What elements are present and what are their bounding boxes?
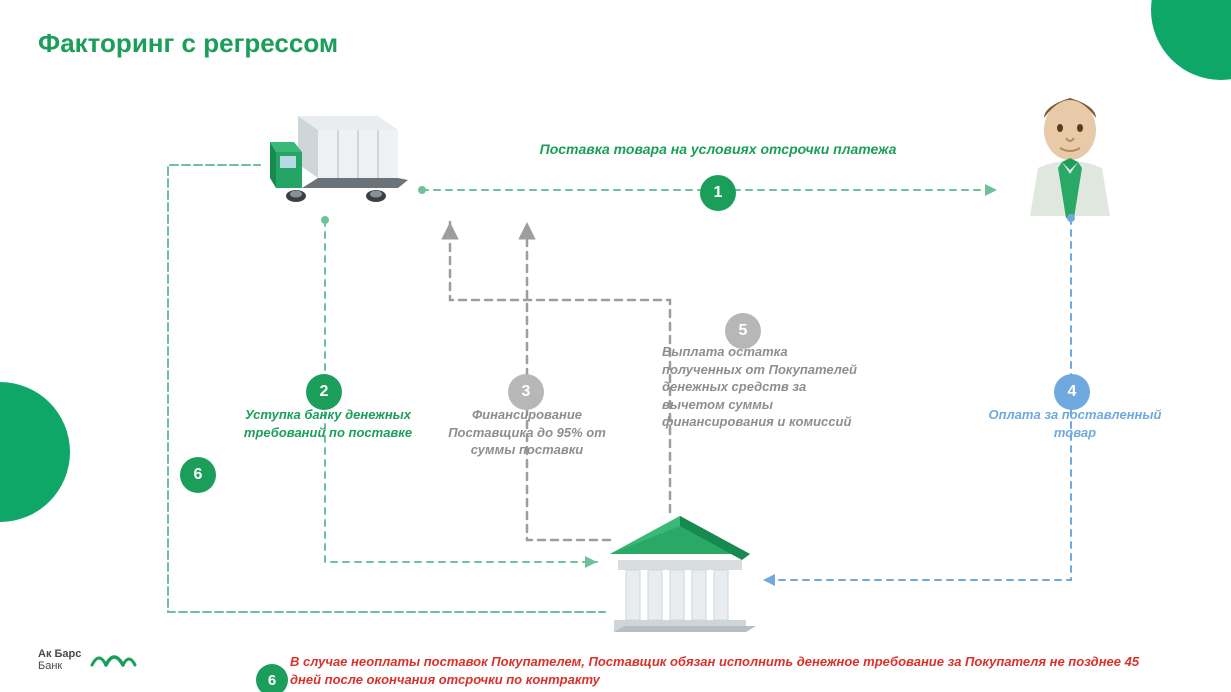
step-badge-3: 3 [508,374,544,410]
step-badge-6: 6 [180,457,216,493]
step-label-l5: Выплата остатка полученных от Покупателе… [662,343,862,431]
step-badge-4: 4 [1054,374,1090,410]
edge-e5 [450,222,670,512]
step-badge-6b: 6 [256,664,288,692]
edge-e2 [325,220,597,562]
connector-origin-dot-2 [1067,214,1075,222]
step-badge-1: 1 [700,175,736,211]
diagram-stage: Факторинг с регрессом [0,0,1231,692]
brand-logo-line2: Банк [38,660,62,672]
connector-origin-dot-1 [321,216,329,224]
brand-logo-glyph-icon [89,649,137,671]
connector-origin-dot-0 [418,186,426,194]
bank-building-icon [600,510,760,640]
step-label-l6b: В случае неоплаты поставок Покупателем, … [290,653,1170,688]
buyer-person-icon [1010,88,1130,218]
step-label-l4: Оплата за поставленный товар [980,406,1170,441]
step-label-l3: Финансирование Поставщика до 95% от сумм… [432,406,622,459]
supplier-truck-icon [258,108,418,218]
brand-logo-line1: Ак Барс [38,648,81,660]
brand-logo-text: Ак Барс Банк [38,648,81,672]
brand-logo: Ак Барс Банк [38,648,137,672]
step-label-l2: Уступка банку денежных требований по пос… [228,406,428,441]
step-badge-2: 2 [306,374,342,410]
step-label-l1: Поставка товара на условиях отсрочки пла… [488,140,948,159]
